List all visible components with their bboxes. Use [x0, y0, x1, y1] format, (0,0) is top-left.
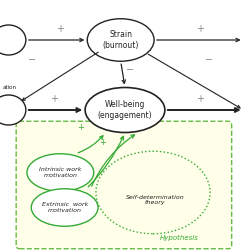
FancyBboxPatch shape — [16, 121, 232, 249]
Ellipse shape — [87, 19, 154, 61]
Ellipse shape — [31, 189, 98, 226]
Text: Strain
(burnout): Strain (burnout) — [102, 30, 139, 50]
Ellipse shape — [0, 95, 26, 125]
Text: +: + — [196, 24, 204, 34]
Text: Extrinsic  work
motivation: Extrinsic work motivation — [42, 202, 88, 213]
Ellipse shape — [85, 88, 165, 132]
Text: +: + — [196, 94, 204, 104]
Text: −: − — [205, 54, 213, 64]
Text: +: + — [50, 94, 58, 104]
Text: −: − — [126, 64, 134, 74]
Text: Hypothesis: Hypothesis — [160, 235, 198, 241]
Text: Well-being
(engagement): Well-being (engagement) — [98, 100, 152, 120]
Text: ation: ation — [2, 85, 16, 90]
Text: Intrinsic work
motivation: Intrinsic work motivation — [39, 167, 82, 178]
Text: +: + — [56, 24, 64, 34]
Text: −: − — [28, 54, 36, 64]
Ellipse shape — [27, 154, 94, 191]
Text: +: + — [78, 123, 84, 132]
Text: Self-determination
theory: Self-determination theory — [126, 194, 184, 205]
Ellipse shape — [0, 25, 26, 55]
Text: +: + — [99, 138, 106, 147]
